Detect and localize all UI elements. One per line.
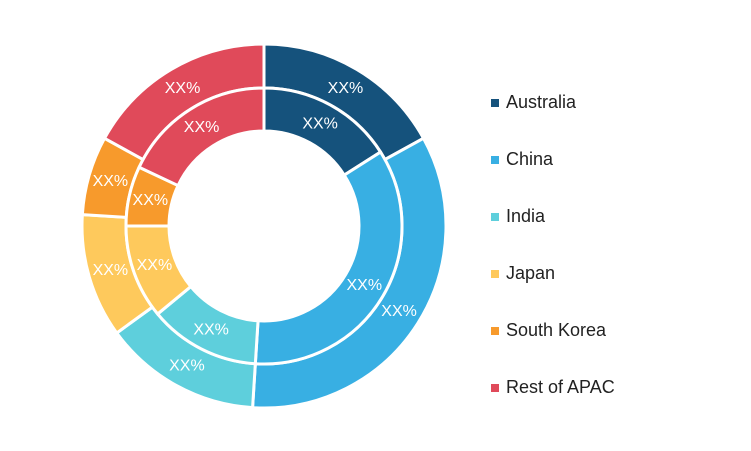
- legend-label-rest-of-apac: Rest of APAC: [506, 377, 615, 397]
- inner-label-south-korea: XX%: [133, 192, 169, 209]
- legend-label-south-korea: South Korea: [506, 320, 607, 340]
- legend-swatch-japan: [491, 269, 499, 278]
- slice-labels: XX%XX%XX%XX%XX%XX%XX%XX%XX%XX%XX%XX%: [93, 80, 417, 375]
- outer-label-australia: XX%: [328, 80, 364, 97]
- legend-item-australia: Australia: [491, 74, 615, 131]
- legend-item-china: China: [491, 131, 615, 188]
- legend-item-india: India: [491, 188, 615, 245]
- outer-label-china: XX%: [381, 303, 417, 320]
- inner-slice-rest-of-apac: [137, 86, 266, 188]
- legend-label-japan: Japan: [506, 263, 556, 283]
- legend-label-australia: Australia: [506, 92, 577, 112]
- inner-label-india: XX%: [193, 321, 229, 338]
- outer-label-japan: XX%: [93, 262, 129, 279]
- inner-slice-china: [253, 149, 404, 366]
- outer-label-india: XX%: [169, 358, 205, 375]
- legend-swatch-south-korea: [491, 326, 499, 335]
- legend: Australia China India Japan South Korea …: [491, 74, 615, 416]
- outer-label-rest-of-apac: XX%: [165, 80, 201, 97]
- inner-label-australia: XX%: [302, 115, 338, 132]
- inner-ring: [124, 86, 404, 366]
- legend-label-india: India: [506, 206, 546, 226]
- legend-swatch-rest-of-apac: [491, 383, 499, 392]
- legend-item-south-korea: South Korea: [491, 302, 615, 359]
- legend-item-rest-of-apac: Rest of APAC: [491, 359, 615, 416]
- inner-label-china: XX%: [346, 277, 382, 294]
- legend-swatch-india: [491, 212, 499, 221]
- legend-item-japan: Japan: [491, 245, 615, 302]
- legend-swatch-china: [491, 155, 499, 164]
- legend-label-china: China: [506, 149, 554, 169]
- inner-label-rest-of-apac: XX%: [184, 119, 220, 136]
- legend-swatch-australia: [491, 98, 499, 107]
- inner-label-japan: XX%: [137, 257, 173, 274]
- outer-label-south-korea: XX%: [93, 173, 129, 190]
